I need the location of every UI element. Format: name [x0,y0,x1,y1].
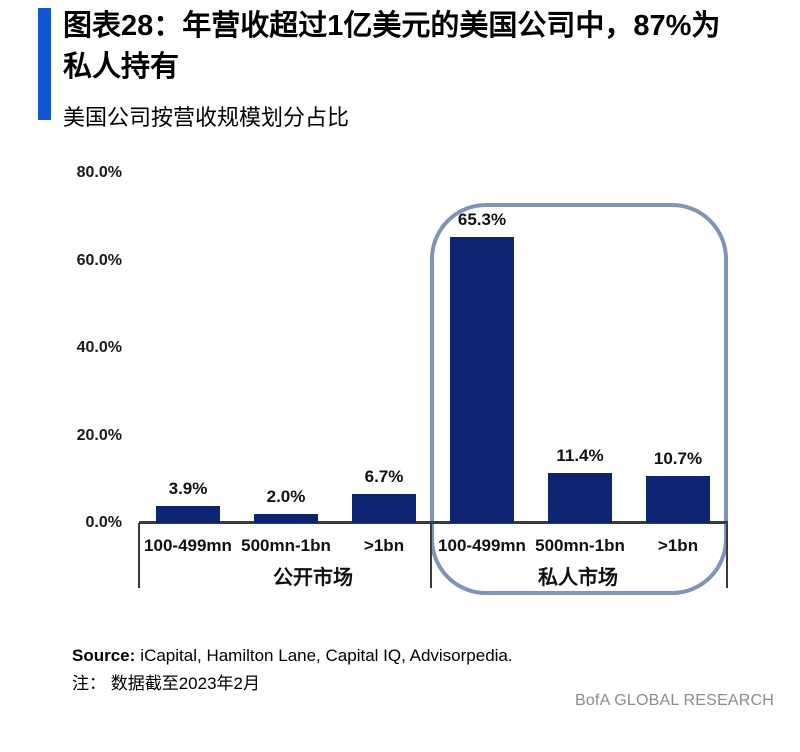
category-label: 100-499mn [438,536,526,555]
bar [352,494,416,523]
y-tick-label: 40.0% [76,339,122,356]
source-text: iCapital, Hamilton Lane, Capital IQ, Adv… [140,646,513,665]
axis-separator-left [138,523,140,588]
chart-subtitle: 美国公司按营收规模划分占比 [63,105,350,130]
source-label: Source: [72,646,136,665]
note-line: 注： 数据截至2023年2月 [72,674,260,693]
category-label: >1bn [657,536,699,555]
title-accent-bar [38,8,51,120]
y-tick-label: 80.0% [76,164,122,181]
chart-title: 图表28：年营收超过1亿美元的美国公司中，87%为 私人持有 [63,6,768,88]
source-line: Source: iCapital, Hamilton Lane, Capital … [72,645,513,667]
bar-value-label: 3.9% [168,479,208,498]
brand-text: BofA GLOBAL RESEARCH [574,692,774,709]
category-label: 100-499mn [144,536,232,555]
category-label: 500mn-1bn [535,536,625,555]
chart-title-line2: 私人持有 [63,51,180,83]
bar [156,506,220,523]
bar [548,473,612,523]
axis-separator-middle [430,523,432,588]
bar-value-label: 65.3% [457,210,507,229]
x-axis-line [139,521,728,524]
group-label: 私人市场 [538,567,618,589]
bar [646,476,710,523]
y-tick-label: 20.0% [76,426,122,444]
bar-value-label: 6.7% [364,467,404,486]
y-tick-label: 60.0% [76,251,122,269]
private-market-highlight-outline [430,203,728,595]
category-label: >1bn [363,536,405,555]
bar-value-label: 2.0% [266,487,306,506]
bar [450,237,514,523]
bar [254,514,318,523]
bar-value-label: 10.7% [653,449,703,468]
axis-separator-right [726,523,728,588]
category-label: 500mn-1bn [241,536,331,555]
chart-title-line1: 图表28：年营收超过1亿美元的美国公司中，87%为 [63,10,721,42]
bar-value-label: 11.4% [556,446,604,465]
group-label: 公开市场 [273,567,353,589]
y-tick-label: 0.0% [85,514,122,531]
